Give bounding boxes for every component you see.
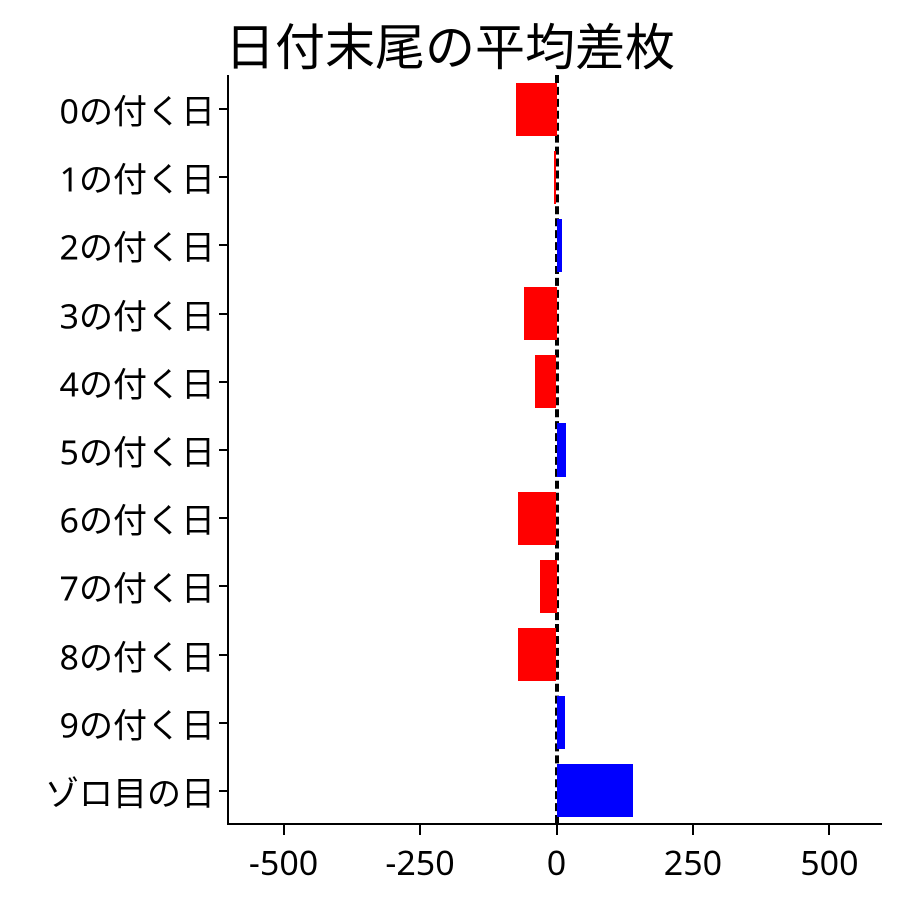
y-axis-label: 1の付く日 — [60, 153, 229, 202]
x-axis-label: -250 — [385, 839, 454, 885]
y-axis-label: 2の付く日 — [60, 221, 229, 270]
bar — [557, 696, 565, 749]
bar — [518, 492, 556, 545]
bar — [554, 151, 557, 204]
y-axis-label: 3の付く日 — [60, 289, 229, 338]
bar — [557, 423, 567, 476]
bar — [516, 83, 557, 136]
plot-area: 0の付く日1の付く日2の付く日3の付く日4の付く日5の付く日6の付く日7の付く日… — [227, 75, 882, 825]
bar — [540, 560, 556, 613]
chart-title: 日付末尾の平均差枚 — [0, 8, 900, 80]
y-axis-label: 5の付く日 — [60, 426, 229, 475]
y-axis-label: 6の付く日 — [60, 494, 229, 543]
x-axis-label: 500 — [800, 839, 858, 885]
bar — [557, 219, 562, 272]
x-axis-label: -500 — [249, 839, 318, 885]
y-axis-label: 8の付く日 — [60, 630, 229, 679]
y-axis-label: 0の付く日 — [60, 85, 229, 134]
bar — [557, 764, 633, 817]
bar — [518, 628, 556, 681]
x-axis-tick — [828, 825, 830, 835]
x-axis-tick — [692, 825, 694, 835]
x-axis-label: 250 — [664, 839, 722, 885]
x-axis-tick — [419, 825, 421, 835]
chart-container: 日付末尾の平均差枚 0の付く日1の付く日2の付く日3の付く日4の付く日5の付く日… — [0, 0, 900, 900]
x-axis-tick — [283, 825, 285, 835]
bar — [524, 287, 557, 340]
y-axis-label: ゾロ目の日 — [45, 766, 229, 815]
bar — [535, 355, 557, 408]
y-axis-label: 9の付く日 — [60, 698, 229, 747]
x-axis-label: 0 — [547, 839, 566, 885]
y-axis-label: 4の付く日 — [60, 357, 229, 406]
x-axis-tick — [556, 825, 558, 835]
y-axis-label: 7の付く日 — [60, 562, 229, 611]
